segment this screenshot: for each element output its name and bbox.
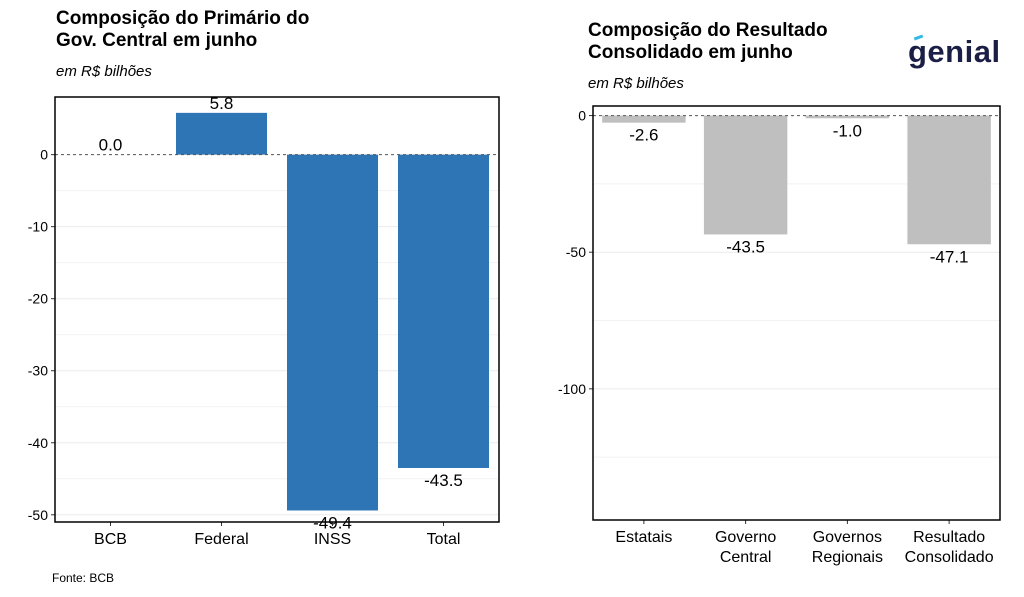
right-data-label-0: -2.6 — [629, 126, 658, 145]
source-note: Fonte: BCB — [52, 571, 115, 585]
right-x-tick-label-3: Resultado Consolidado — [905, 529, 994, 566]
left-x-tick-label-line: Federal — [194, 531, 248, 548]
right-x-tick-label-line: Governos — [813, 529, 882, 546]
left-y-tick-label: -40 — [28, 435, 48, 451]
right-x-tick-label-line: Governo — [715, 529, 776, 546]
right-y-tick-label: -100 — [558, 381, 586, 397]
left-x-tick-label-line: INSS — [314, 531, 351, 548]
left-y-tick-label: -50 — [28, 507, 48, 523]
left-x-tick-label-2: INSS — [314, 531, 351, 548]
left-chart-subtitle: em R$ bilhões — [56, 63, 152, 80]
left-y-tick-label: -20 — [28, 291, 48, 307]
left-y-tick-label: 0 — [40, 147, 48, 163]
left-y-tick-label: -30 — [28, 363, 48, 379]
right-x-tick-label-line: Estatais — [615, 529, 672, 546]
left-x-tick-label-line: BCB — [94, 531, 127, 548]
left-bar-2 — [286, 154, 379, 511]
right-x-tick-label-line: Consolidado — [905, 549, 994, 566]
right-data-label-2: -1.0 — [833, 121, 862, 140]
right-bar-1 — [703, 115, 788, 235]
left-x-tick-label-0: BCB — [94, 531, 127, 548]
left-bar-3 — [397, 154, 490, 468]
right-x-tick-label-1: Governo Central — [715, 529, 776, 566]
left-title-line2: Gov. Central em junho — [56, 30, 258, 51]
right-x-tick-label-line: Regionais — [812, 549, 883, 566]
right-panel-border — [592, 105, 1001, 521]
left-panel-border — [54, 96, 500, 523]
right-title-line2: Consolidado em junho — [588, 42, 793, 63]
left-data-label-1: 5.8 — [210, 94, 234, 113]
right-y-tick-label: -50 — [566, 244, 586, 260]
left-x-tick-label-line: Total — [427, 531, 461, 548]
right-data-label-1: -43.5 — [726, 237, 765, 256]
left-bar-1 — [175, 112, 268, 155]
right-title-line1: Composição do Resultado — [588, 20, 828, 41]
left-title-line1: Composição do Primário do — [56, 8, 310, 29]
right-x-tick-label-0: Estatais — [615, 529, 672, 546]
right-y-tick-label: 0 — [578, 108, 586, 124]
right-x-tick-label-2: Governos Regionais — [812, 529, 883, 566]
left-x-tick-label-3: Total — [427, 531, 461, 548]
right-bar-3 — [907, 115, 991, 245]
logo-text: genial — [908, 34, 1001, 69]
right-data-label-3: -47.1 — [930, 247, 969, 266]
left-data-label-0: 0.0 — [99, 136, 123, 155]
left-chart-title: Composição do Primário do Gov. Central e… — [56, 8, 436, 52]
left-y-tick-label: -10 — [28, 219, 48, 235]
right-bar-0 — [602, 115, 686, 123]
right-x-tick-label-line: Resultado — [913, 529, 985, 546]
genial-logo: genial — [908, 34, 1001, 70]
right-chart-title: Composição do Resultado Consolidado em j… — [588, 20, 908, 64]
left-x-tick-label-1: Federal — [194, 531, 248, 548]
left-data-label-3: -43.5 — [424, 471, 463, 490]
right-x-tick-label-line: Central — [720, 549, 772, 566]
right-chart-subtitle: em R$ bilhões — [588, 75, 684, 92]
right-bar-2 — [805, 115, 890, 119]
